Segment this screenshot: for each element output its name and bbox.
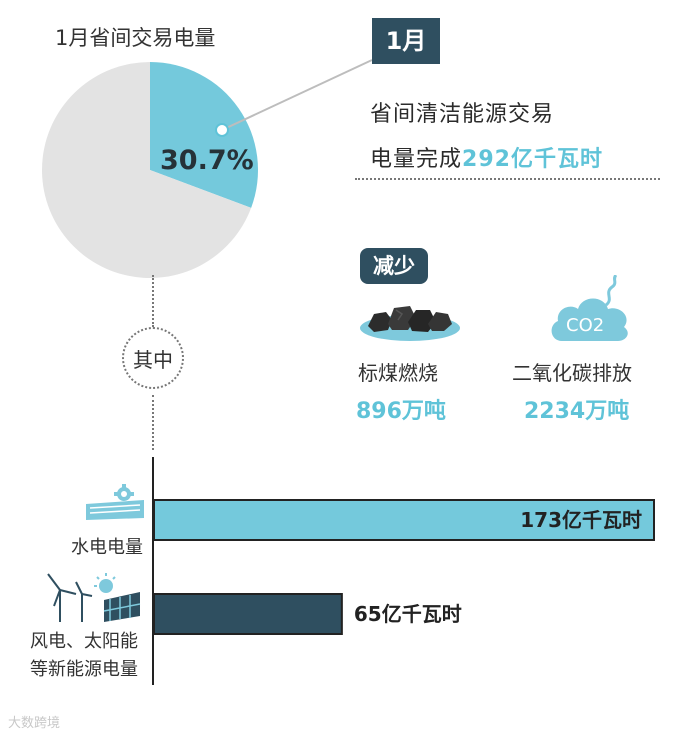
qizhong-circle: 其中: [122, 327, 184, 389]
bar-category-renewables: 风电、太阳能 等新能源电量: [14, 628, 154, 684]
hydro-dam-icon: [86, 484, 144, 520]
pie-slice-label: 30.7%: [160, 145, 254, 176]
reduce-tag: 减少: [360, 248, 428, 284]
dotted-divider: [355, 178, 660, 180]
wind-solar-icon: [47, 573, 141, 622]
dotted-connector-top: [152, 275, 154, 327]
dotted-connector-bottom: [152, 395, 154, 450]
bar-category-renewables-line2: 等新能源电量: [30, 659, 138, 680]
bar-axis-line: [152, 457, 154, 685]
coal-value: 896万吨: [356, 399, 446, 424]
clean-energy-amount: 292亿千瓦时: [462, 147, 603, 172]
bar-0: [153, 499, 655, 541]
co2-label: 二氧化碳排放: [512, 361, 632, 385]
watermark: 大数跨境: [8, 716, 61, 731]
clean-energy-prefix: 电量完成: [370, 147, 463, 172]
bar-1: [153, 593, 343, 635]
co2-value: 2234万吨: [524, 399, 630, 424]
pie-chart: [41, 62, 258, 278]
pie-title: 1月省间交易电量: [55, 26, 216, 50]
pie-slice-other: [41, 62, 252, 278]
pie-slice-clean: [150, 62, 258, 208]
bar-value-label-1: 65亿千瓦时: [354, 602, 462, 626]
bar-category-renewables-line1: 风电、太阳能: [30, 631, 138, 652]
bar-category-hydro: 水电电量: [71, 537, 143, 558]
clean-energy-line1: 省间清洁能源交易: [370, 102, 555, 127]
coal-label: 标煤燃烧: [358, 361, 438, 385]
clean-energy-line2: 电量完成292亿千瓦时: [370, 141, 603, 173]
bar-value-label-0: 173亿千瓦时: [520, 508, 642, 532]
co2-icon-text: CO2: [566, 315, 604, 336]
coal-icon: [360, 306, 460, 341]
co2-cloud-icon: CO2: [551, 275, 628, 341]
month-tag: 1月: [372, 18, 440, 64]
